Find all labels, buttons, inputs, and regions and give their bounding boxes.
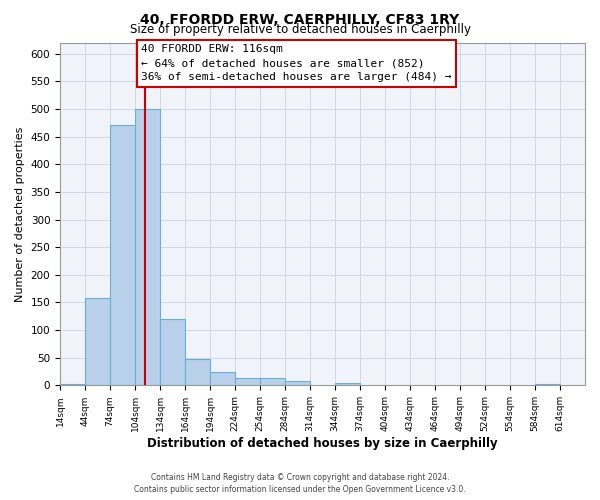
Bar: [160, 319, 185, 386]
Bar: [535, 384, 560, 386]
Text: Contains HM Land Registry data © Crown copyright and database right 2024.
Contai: Contains HM Land Registry data © Crown c…: [134, 472, 466, 494]
Bar: [286, 381, 310, 386]
Bar: [185, 360, 209, 386]
Bar: [211, 372, 235, 386]
Text: 40, FFORDD ERW, CAERPHILLY, CF83 1RY: 40, FFORDD ERW, CAERPHILLY, CF83 1RY: [140, 12, 460, 26]
Text: 40 FFORDD ERW: 116sqm
← 64% of detached houses are smaller (852)
36% of semi-det: 40 FFORDD ERW: 116sqm ← 64% of detached …: [142, 44, 452, 82]
X-axis label: Distribution of detached houses by size in Caerphilly: Distribution of detached houses by size …: [147, 437, 498, 450]
Bar: [335, 382, 359, 386]
Text: Size of property relative to detached houses in Caerphilly: Size of property relative to detached ho…: [130, 22, 470, 36]
Bar: [110, 126, 134, 386]
Bar: [85, 298, 110, 386]
Bar: [61, 384, 85, 386]
Bar: [136, 109, 160, 386]
Bar: [235, 378, 260, 386]
Y-axis label: Number of detached properties: Number of detached properties: [15, 126, 25, 302]
Bar: [260, 378, 284, 386]
